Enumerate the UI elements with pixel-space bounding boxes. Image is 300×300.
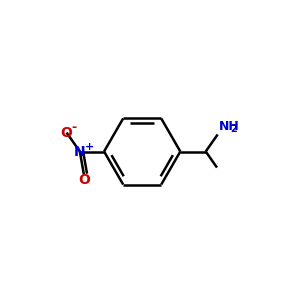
Text: O: O [61, 126, 73, 140]
Text: -: - [71, 121, 76, 134]
Text: O: O [78, 173, 90, 187]
Text: +: + [85, 142, 94, 152]
Text: 2: 2 [230, 124, 237, 134]
Text: N: N [74, 145, 85, 158]
Text: NH: NH [219, 120, 240, 133]
